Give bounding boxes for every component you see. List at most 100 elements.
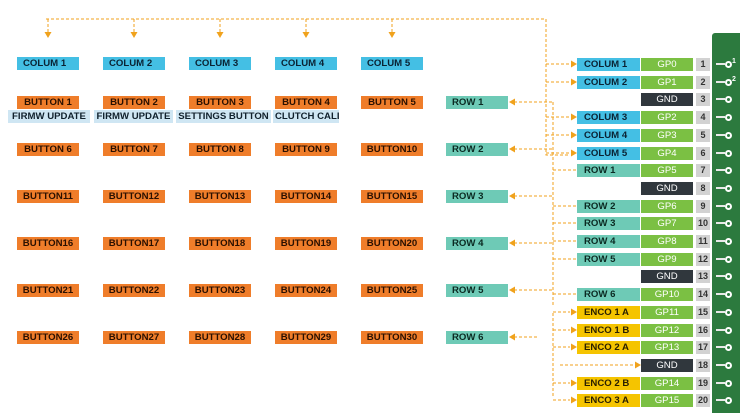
- pin-trace-19: [716, 382, 725, 384]
- pin-number-1: 1: [696, 58, 710, 71]
- pin-number-7: 7: [696, 164, 710, 177]
- button-label-12: BUTTON12: [103, 190, 165, 203]
- button-label-18: BUTTON18: [189, 237, 251, 250]
- pin-pad-2: [725, 79, 732, 86]
- pin-number-12: 12: [696, 253, 710, 266]
- gpio-pin-12: GP9: [641, 253, 693, 266]
- pin-label-17: ENCO 2 A: [577, 341, 640, 354]
- button-label-22: BUTTON22: [103, 284, 165, 297]
- pin-pad-4: [725, 114, 732, 121]
- pin-pad-5: [725, 132, 732, 139]
- gpio-pin-16: GP12: [641, 324, 693, 337]
- pin-trace-20: [716, 399, 725, 401]
- button-label-6: BUTTON 6: [17, 143, 79, 156]
- column-arrow-5: [388, 32, 396, 38]
- pin-pad-17: [725, 344, 732, 351]
- button-label-5: BUTTON 5: [361, 96, 423, 109]
- button-label-17: BUTTON17: [103, 237, 165, 250]
- column-tap-arrow-3: [571, 113, 577, 121]
- button-label-28: BUTTON28: [189, 331, 251, 344]
- pin-label-6: COLUM 5: [577, 147, 640, 160]
- row-label-1: ROW 1: [446, 96, 508, 109]
- pin-trace-5: [716, 134, 725, 136]
- button-label-16: BUTTON16: [17, 237, 79, 250]
- pin-pad-16: [725, 327, 732, 334]
- pin-label-1: COLUM 1: [577, 58, 640, 71]
- button-label-26: BUTTON26: [17, 331, 79, 344]
- pin-number-9: 9: [696, 200, 710, 213]
- pin-pad-15: [725, 309, 732, 316]
- pin-pad-18: [725, 362, 732, 369]
- ground-pin-8: GND: [641, 182, 693, 195]
- pin-label-11: ROW 4: [577, 235, 640, 248]
- pin-number-20: 20: [696, 394, 710, 407]
- pin-trace-8: [716, 187, 725, 189]
- row-arrow-6: [509, 333, 515, 341]
- button-label-21: BUTTON21: [17, 284, 79, 297]
- gpio-pin-15: GP11: [641, 306, 693, 319]
- board-edge-mark-2: 2: [732, 76, 736, 83]
- pin-label-15: ENCO 1 A: [577, 306, 640, 319]
- column-tap-arrow-2: [571, 78, 577, 86]
- function-label-2: FIRMW UPDATE: [94, 110, 173, 123]
- button-label-10: BUTTON10: [361, 143, 423, 156]
- button-label-11: BUTTON11: [17, 190, 79, 203]
- pin-trace-11: [716, 240, 725, 242]
- column-label-1: COLUM 1: [17, 57, 79, 70]
- pin-pad-8: [725, 185, 732, 192]
- pin-pad-9: [725, 203, 732, 210]
- encoder-tap-arrow-2: [571, 326, 577, 334]
- pin-trace-4: [716, 116, 725, 118]
- pin-number-18: 18: [696, 359, 710, 372]
- pin-trace-17: [716, 346, 725, 348]
- button-label-4: BUTTON 4: [275, 96, 337, 109]
- pin-trace-3: [716, 98, 725, 100]
- pin-pad-20: [725, 397, 732, 404]
- gpio-pin-7: GP5: [641, 164, 693, 177]
- button-label-25: BUTTON25: [361, 284, 423, 297]
- function-label-1: FIRMW UPDATE: [8, 110, 90, 123]
- row-label-5: ROW 5: [446, 284, 508, 297]
- row-label-4: ROW 4: [446, 237, 508, 250]
- pin-number-3: 3: [696, 93, 710, 106]
- button-label-23: BUTTON23: [189, 284, 251, 297]
- row-arrow-2: [509, 145, 515, 153]
- row-arrow-3: [509, 192, 515, 200]
- gpio-pin-5: GP3: [641, 129, 693, 142]
- pin-number-19: 19: [696, 377, 710, 390]
- gpio-pin-4: GP2: [641, 111, 693, 124]
- button-label-1: BUTTON 1: [17, 96, 79, 109]
- column-arrow-3: [216, 32, 224, 38]
- column-label-4: COLUM 4: [275, 57, 337, 70]
- pin-trace-7: [716, 169, 725, 171]
- pin-pad-12: [725, 256, 732, 263]
- encoder-tap-arrow-5: [571, 396, 577, 404]
- button-label-19: BUTTON19: [275, 237, 337, 250]
- button-label-7: BUTTON 7: [103, 143, 165, 156]
- pin-number-16: 16: [696, 324, 710, 337]
- pin-trace-14: [716, 293, 725, 295]
- button-label-14: BUTTON14: [275, 190, 337, 203]
- encoder-tap-arrow-3: [571, 343, 577, 351]
- gpio-pin-9: GP6: [641, 200, 693, 213]
- pin-number-5: 5: [696, 129, 710, 142]
- pin-trace-15: [716, 311, 725, 313]
- pin-label-19: ENCO 2 B: [577, 377, 640, 390]
- pin-pad-1: [725, 61, 732, 68]
- pin-pad-3: [725, 96, 732, 103]
- pin-number-13: 13: [696, 270, 710, 283]
- ground-arrow-18: [635, 361, 641, 369]
- pin-number-17: 17: [696, 341, 710, 354]
- column-arrow-4: [302, 32, 310, 38]
- button-label-24: BUTTON24: [275, 284, 337, 297]
- pin-number-8: 8: [696, 182, 710, 195]
- gpio-pin-17: GP13: [641, 341, 693, 354]
- column-label-5: COLUM 5: [361, 57, 423, 70]
- ground-pin-13: GND: [641, 270, 693, 283]
- pin-pad-7: [725, 167, 732, 174]
- column-tap-arrow-5: [571, 149, 577, 157]
- gpio-pin-14: GP10: [641, 288, 693, 301]
- ground-pin-18: GND: [641, 359, 693, 372]
- row-label-2: ROW 2: [446, 143, 508, 156]
